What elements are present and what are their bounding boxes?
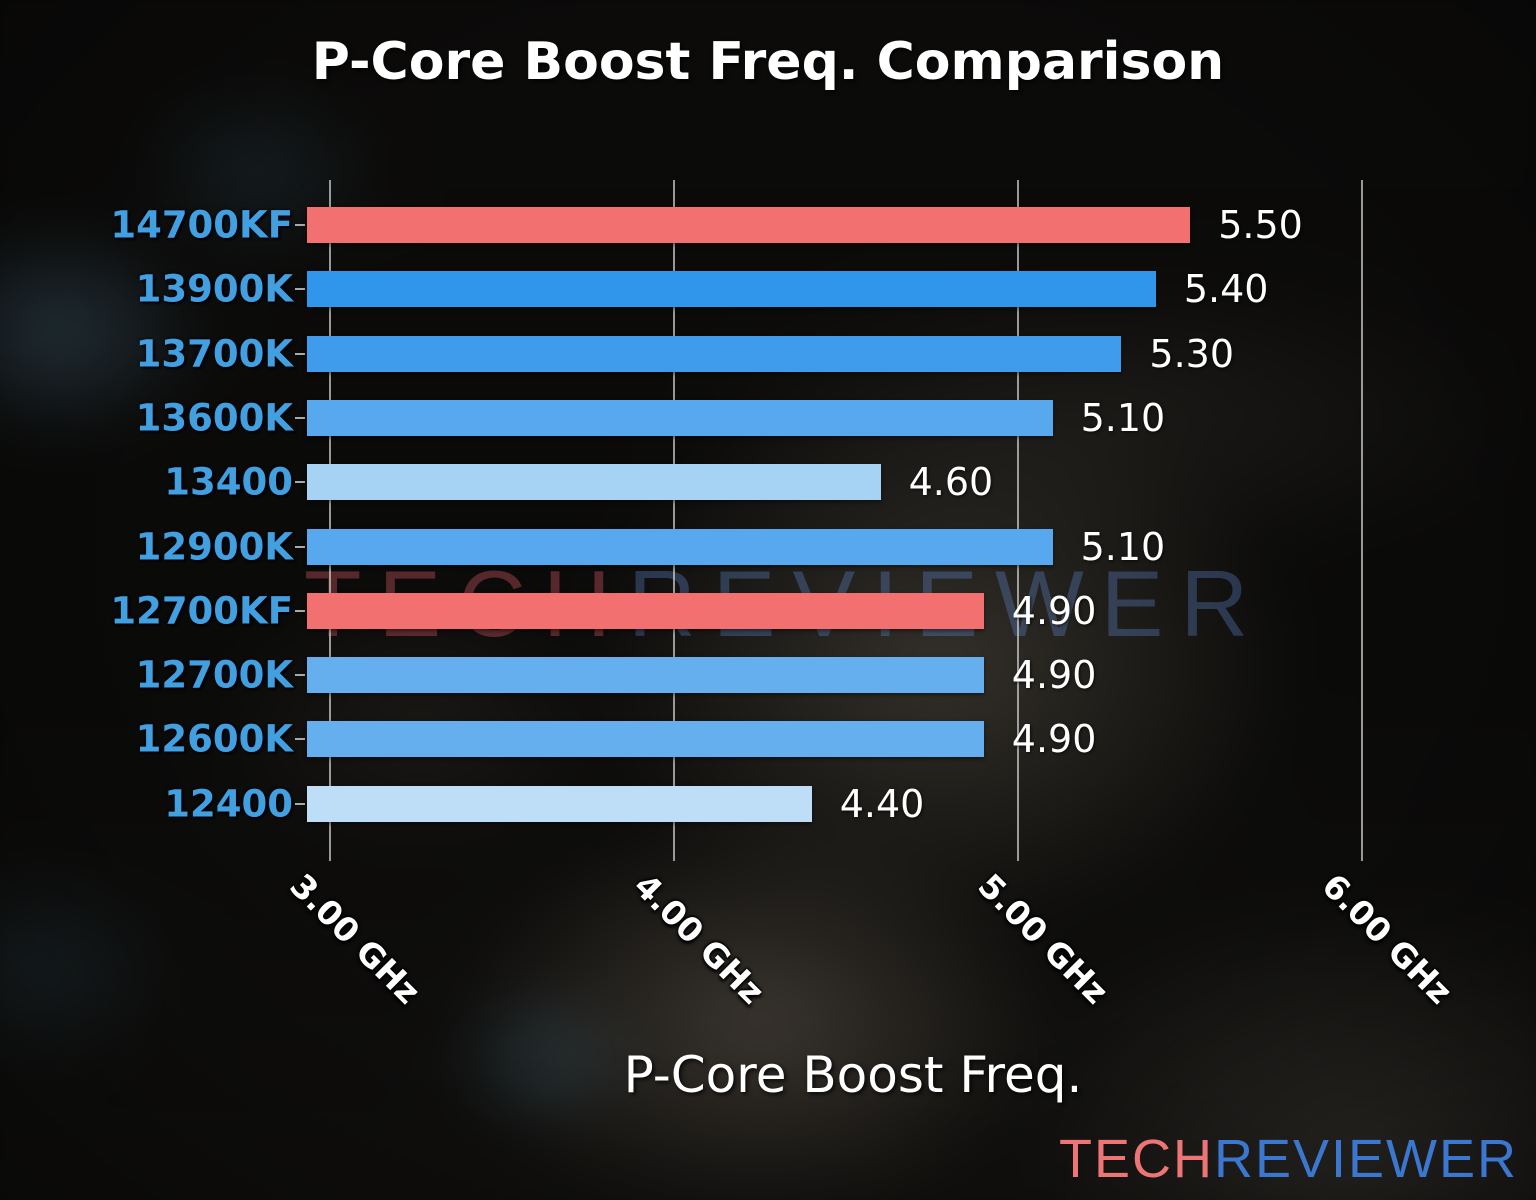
y-label-13900k: 13900K bbox=[135, 267, 293, 311]
value-label-12900k: 5.10 bbox=[1080, 524, 1166, 569]
y-tick bbox=[295, 288, 305, 291]
y-label-13400: 13400 bbox=[164, 460, 293, 504]
gridline-3ghz bbox=[329, 180, 332, 861]
y-tick bbox=[295, 738, 305, 741]
y-tick bbox=[295, 352, 305, 355]
y-tick bbox=[295, 224, 305, 226]
y-label-12400: 12400 bbox=[164, 782, 293, 826]
value-label-12600k: 4.90 bbox=[1011, 717, 1097, 762]
value-label-13900k: 5.40 bbox=[1183, 267, 1269, 312]
gridline-5ghz bbox=[1017, 180, 1020, 861]
logo-tech: TECH bbox=[1058, 1129, 1214, 1189]
gridline-4ghz bbox=[673, 180, 676, 861]
y-label-13700k: 13700K bbox=[135, 332, 293, 376]
bar-12900k bbox=[307, 528, 1053, 565]
bar-12400 bbox=[307, 785, 812, 822]
y-tick bbox=[295, 609, 305, 612]
y-label-12700k: 12700K bbox=[135, 653, 293, 697]
plot-area: 3.00 GHz 4.00 GHz 5.00 GHz 6.00 GHz 1470… bbox=[110, 180, 1492, 1012]
y-label-14700kf: 14700KF bbox=[110, 203, 293, 247]
value-label-13600k: 5.10 bbox=[1080, 395, 1166, 440]
value-label-13400: 4.60 bbox=[908, 460, 994, 505]
y-tick bbox=[295, 481, 305, 484]
gridline-6ghz bbox=[1361, 180, 1364, 861]
bar-12600k bbox=[307, 721, 984, 758]
value-label-12700k: 4.90 bbox=[1011, 653, 1097, 698]
y-tick bbox=[295, 416, 305, 419]
x-axis-title: P-Core Boost Freq. bbox=[623, 1046, 1083, 1104]
y-label-12600k: 12600K bbox=[135, 717, 293, 761]
bar-14700kf bbox=[307, 207, 1191, 243]
y-label-12700kf: 12700KF bbox=[110, 589, 293, 633]
y-tick bbox=[295, 545, 305, 548]
bar-13900k bbox=[307, 271, 1156, 308]
techreviewer-logo: TECHREVIEWER bbox=[1059, 1128, 1518, 1190]
bar-13600k bbox=[307, 399, 1053, 436]
bar-12700k bbox=[307, 657, 984, 694]
y-label-13600k: 13600K bbox=[135, 396, 293, 440]
y-tick bbox=[295, 674, 305, 677]
value-label-13700k: 5.30 bbox=[1149, 331, 1235, 376]
value-label-14700kf: 5.50 bbox=[1218, 203, 1303, 247]
bar-13400 bbox=[307, 464, 881, 501]
value-label-12700kf: 4.90 bbox=[1011, 588, 1097, 633]
value-label-12400: 4.40 bbox=[839, 781, 925, 826]
y-label-12900k: 12900K bbox=[135, 525, 293, 568]
chart-title: P-Core Boost Freq. Comparison bbox=[311, 32, 1225, 92]
bar-12700kf bbox=[307, 592, 984, 629]
y-tick bbox=[295, 802, 305, 805]
logo-reviewer: REVIEWER bbox=[1213, 1129, 1518, 1189]
bar-13700k bbox=[307, 335, 1122, 372]
